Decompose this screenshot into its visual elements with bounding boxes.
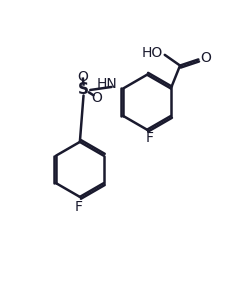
Text: O: O: [200, 51, 211, 65]
Text: F: F: [74, 200, 82, 214]
Text: S: S: [78, 83, 89, 98]
Text: HN: HN: [97, 77, 118, 91]
Text: F: F: [145, 131, 154, 145]
Text: HO: HO: [142, 46, 163, 60]
Text: O: O: [78, 70, 88, 84]
Text: O: O: [91, 91, 102, 105]
